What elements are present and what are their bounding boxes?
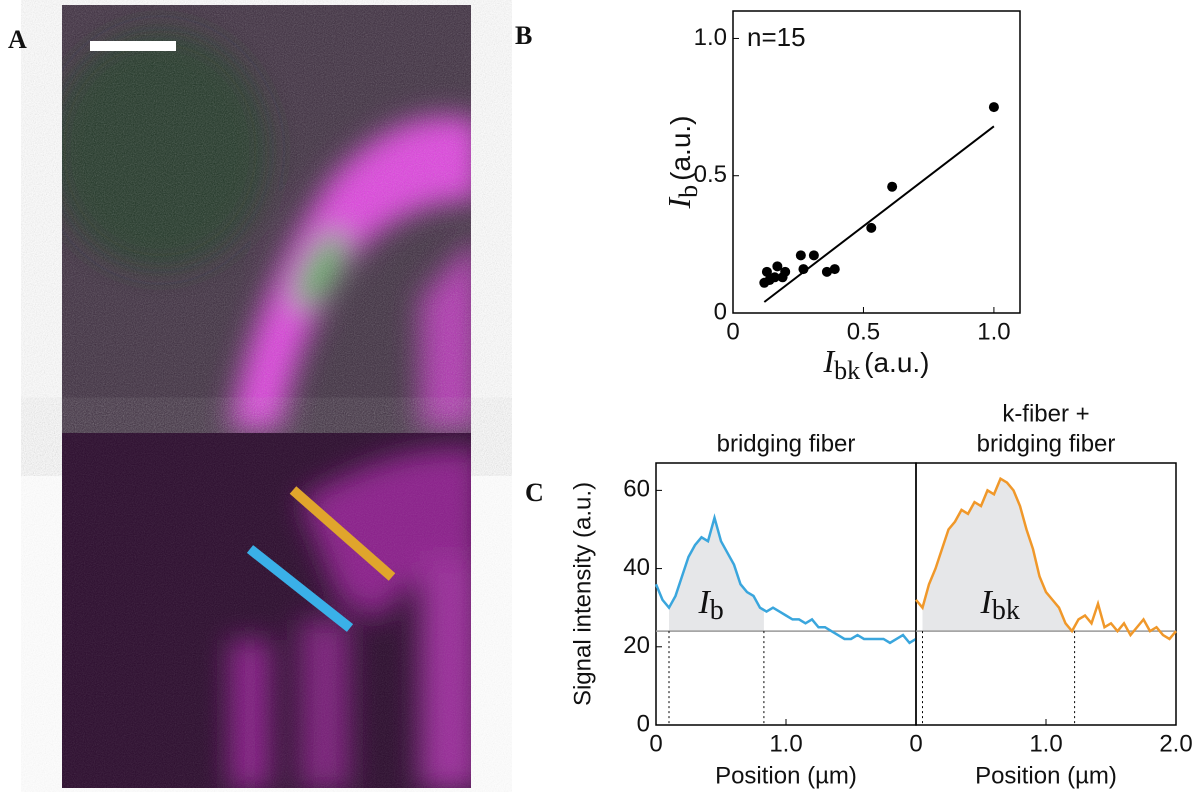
point [808,250,819,261]
subscript: bk [834,356,860,385]
x-tick-label: 0 [649,730,662,757]
y-tick-label: 0 [714,298,727,325]
profile-line [246,545,354,632]
point [887,181,898,192]
integrated-area [669,517,764,632]
symbol: I [822,343,835,379]
y-tick-label: 20 [623,632,650,659]
x-tick-label: 0.5 [847,318,880,345]
chart-title: bridging fiber [977,430,1116,457]
symbol: I [661,197,697,210]
y-tick-label: 0.5 [694,161,727,188]
subscript: b [674,185,703,198]
subscript: bk [992,596,1020,627]
area-annotation: Ib [697,584,723,627]
x-tick-label: 2.0 [1159,730,1192,757]
micrograph [62,5,471,788]
panel-label: B [515,21,532,50]
axis-label: Ib (a.u.) [661,115,703,209]
y-tick-label: 1.0 [694,24,727,51]
point [866,222,877,233]
point [988,102,999,113]
x-axis-label: Position (µm) [975,762,1117,789]
point [829,264,840,275]
x-tick-label: 1.0 [769,730,802,757]
plot-frame [732,10,1021,314]
axis-label: Ibk (a.u.) [822,343,929,385]
unit: (a.u.) [665,115,696,180]
point [780,266,791,277]
scale-bar [90,41,176,51]
chart-title: k-fiber + [1002,400,1089,427]
symbol: I [980,584,994,621]
point [795,250,806,261]
series-line [915,476,1177,641]
annotation: n=15 [747,22,806,52]
symbol: I [697,584,711,621]
x-tick-label: 1.0 [977,318,1010,345]
point [798,264,809,275]
x-tick-label: 0 [726,318,739,345]
unit: (a.u.) [864,347,929,378]
y-axis-label: Signal intensity (a.u.) [569,482,596,706]
subscript: b [710,596,724,627]
point [761,266,772,277]
x-tick-label: 1.0 [1029,730,1062,757]
point [769,272,780,283]
area-annotation: Ibk [980,584,1020,627]
fit-line [763,125,995,303]
series-line [654,513,917,645]
integrated-area [922,478,1075,632]
y-tick-label: 40 [623,554,650,581]
panel-label: A [8,25,27,54]
chart-title: bridging fiber [717,430,856,457]
x-tick-label: 0 [909,730,922,757]
point [821,266,832,277]
panel-label: C [525,478,544,507]
y-tick-label: 60 [623,476,650,503]
x-axis-label: Position (µm) [715,762,857,789]
y-tick-label: 0 [637,710,650,737]
profile-line [289,486,396,581]
point [772,261,783,272]
